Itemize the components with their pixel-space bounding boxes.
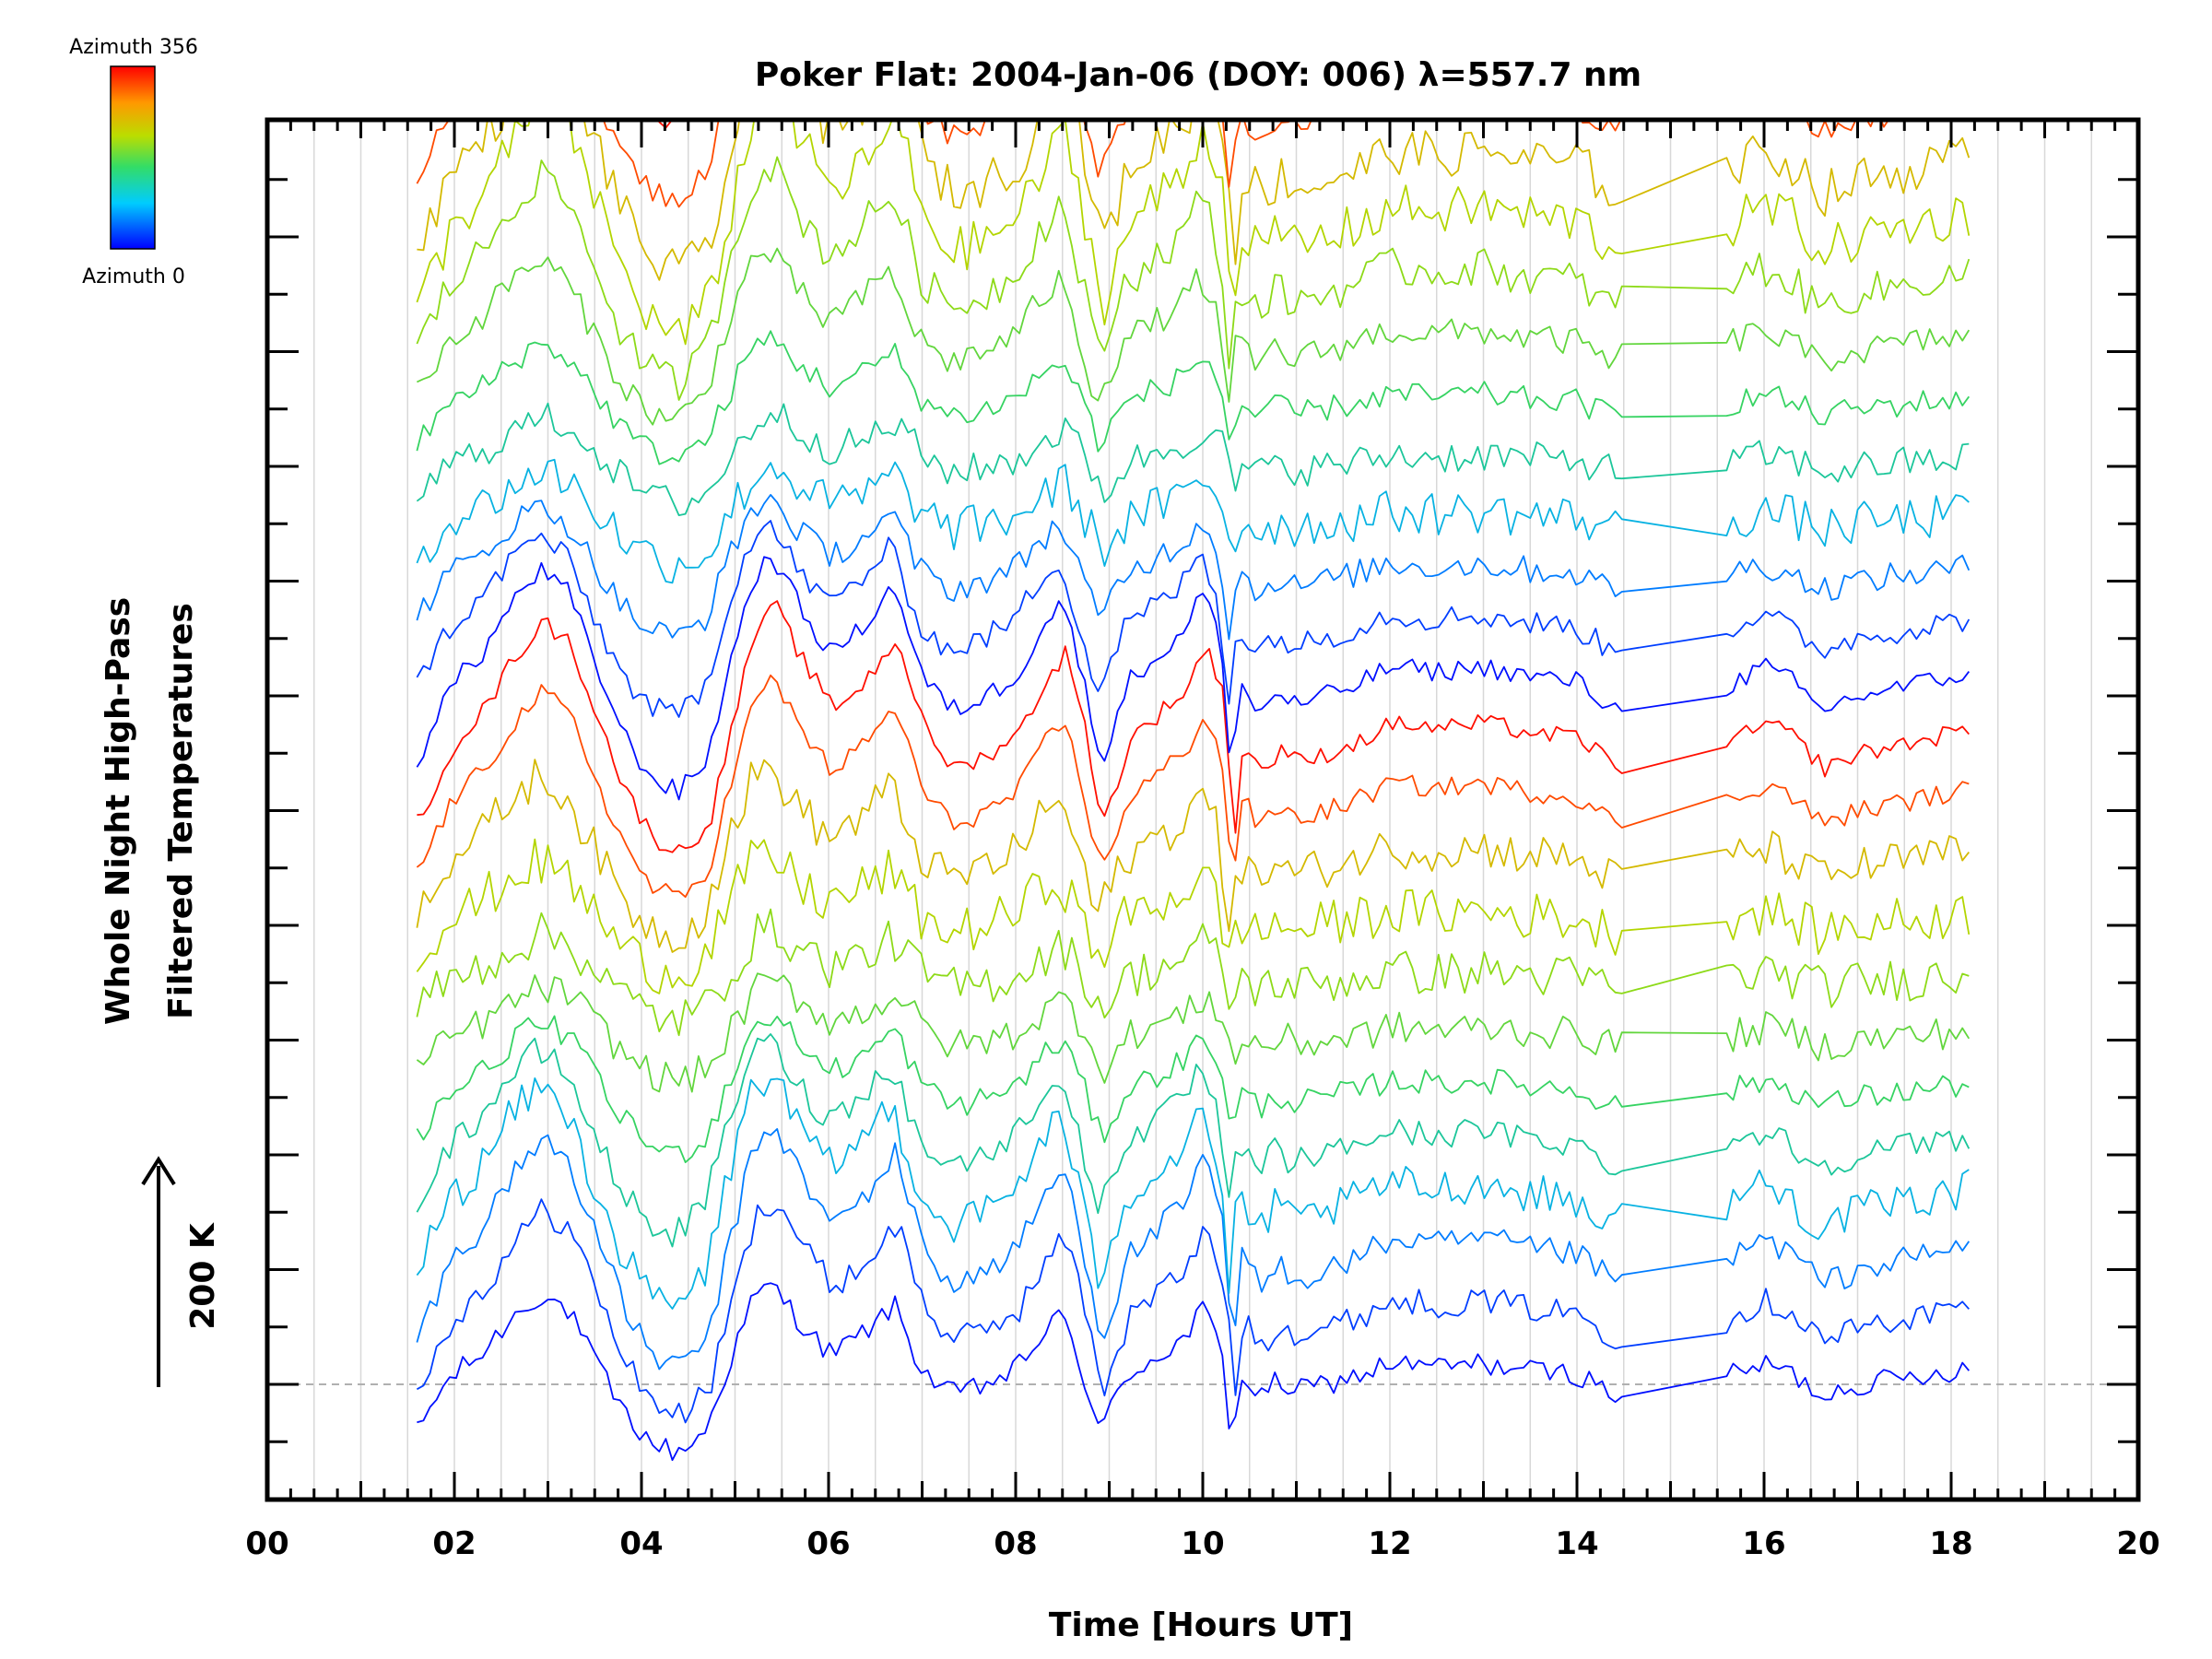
series-line: [416, 120, 1971, 346]
gridlines: [313, 120, 2092, 1500]
x-tick-label: 20: [2116, 1525, 2159, 1562]
series-line: [416, 494, 1971, 641]
x-tick-label: 16: [1742, 1525, 1785, 1562]
xlabel: Time [Hours UT]: [1049, 1606, 1353, 1644]
colorbar-top-label: Azimuth 356: [69, 36, 198, 59]
scale-label: 200 K: [184, 1222, 222, 1330]
ylabel-line-2: Filtered Temperatures: [162, 603, 200, 1019]
x-tick-label: 12: [1368, 1525, 1411, 1562]
series-line: [416, 520, 1971, 718]
x-tick-labels: 00 02 04 06 08 10 12 14 16 18 20: [245, 1525, 2159, 1562]
x-tick-label: 14: [1555, 1525, 1598, 1562]
series-line: [416, 1198, 1970, 1424]
series-line: [416, 556, 1971, 801]
chart-title: Poker Flat: 2004-Jan-06 (DOY: 006) λ=557…: [755, 56, 1641, 94]
series-line: [416, 1128, 1971, 1371]
x-tick-label: 08: [994, 1525, 1037, 1562]
series-line: [417, 120, 1971, 281]
series-line: [417, 0, 1969, 53]
series-line: [417, 1282, 1970, 1462]
series-line: [416, 759, 1971, 953]
scale-arrow-icon: [141, 1156, 176, 1387]
series-line: [416, 908, 1970, 1037]
x-tick-label: 02: [432, 1525, 476, 1562]
series-line: [416, 1033, 1971, 1248]
series-line: [417, 600, 1970, 853]
series-line: [416, 972, 1971, 1093]
x-tick-label: 04: [619, 1525, 663, 1562]
axis-ticks: [265, 120, 2140, 1500]
x-tick-label: 10: [1181, 1525, 1224, 1562]
series-line: [416, 838, 1971, 994]
x-tick-label: 00: [245, 1525, 288, 1562]
series-line: [416, 674, 1970, 899]
ylabel-line-1: Whole Night High-Pass: [100, 597, 137, 1025]
colorbar: [110, 65, 156, 250]
x-tick-label: 18: [1929, 1525, 1972, 1562]
series-line: [416, 120, 1931, 208]
series-line: [416, 402, 1970, 516]
series-line: [416, 156, 1971, 401]
series-line: [417, 247, 1971, 426]
series-line: [416, 330, 1971, 465]
series-line: [416, 1077, 1970, 1310]
series-line: [416, 1015, 1970, 1163]
series-line: [416, 458, 1970, 584]
colorbar-bottom-label: Azimuth 0: [82, 265, 185, 288]
series-group: [416, 0, 1971, 1462]
x-tick-label: 06: [806, 1525, 850, 1562]
